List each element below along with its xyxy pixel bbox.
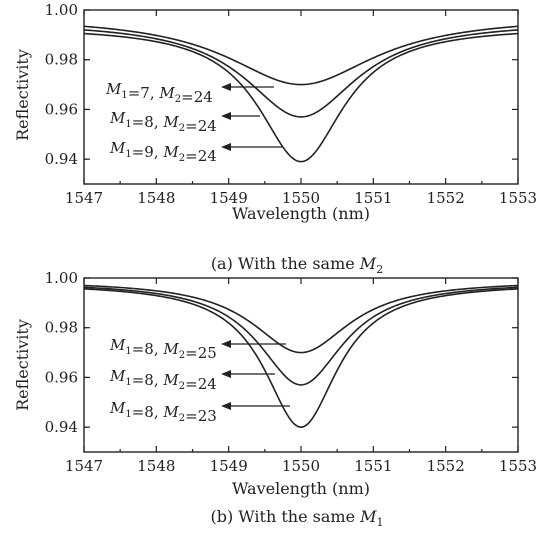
series-annotation-1: M1=8, M2=25 xyxy=(109,336,217,362)
y-tick-label: 1.00 xyxy=(45,269,78,287)
y-tick-label: 0.94 xyxy=(45,418,78,436)
series-line-1 xyxy=(84,284,518,354)
x-axis-label: Wavelength (nm) xyxy=(232,479,370,498)
series-line-2 xyxy=(84,286,518,386)
x-tick-label: 1553 xyxy=(499,457,537,475)
x-tick-label: 1553 xyxy=(499,189,537,207)
y-tick-label: 0.96 xyxy=(45,100,78,118)
series-annotation-1: M1=7, M2=24 xyxy=(105,80,213,106)
y-tick-label: 0.98 xyxy=(45,319,78,337)
panel-caption: (b) With the same M1 xyxy=(210,507,383,529)
annotation-arrowhead xyxy=(221,370,231,378)
annotation-arrowhead xyxy=(221,402,231,410)
x-tick-label: 1549 xyxy=(210,457,248,475)
chart-panel-1: 1547 1548 1549 1550 1551 1552 1553 0.94 0.96 0.98… xyxy=(13,1,537,276)
annotation-arrowhead xyxy=(221,83,231,91)
y-tick-label: 0.96 xyxy=(45,368,78,386)
x-tick-label: 1552 xyxy=(427,189,465,207)
y-tick-label: 0.98 xyxy=(45,51,78,69)
y-tick-label: 0.94 xyxy=(45,150,78,168)
series-line-3 xyxy=(84,288,518,428)
x-tick-label: 1548 xyxy=(137,457,175,475)
y-axis-label: Reflectivity xyxy=(13,49,32,141)
x-tick-label: 1548 xyxy=(137,189,175,207)
series-line-3 xyxy=(84,32,518,163)
series-annotation-2: M1=8, M2=24 xyxy=(109,109,217,135)
x-tick-label: 1551 xyxy=(354,457,392,475)
x-tick-label: 1551 xyxy=(354,189,392,207)
x-tick-label: 1552 xyxy=(427,457,465,475)
x-axis-label: Wavelength (nm) xyxy=(232,204,370,223)
annotation-arrowhead xyxy=(221,112,231,120)
plot-frame xyxy=(83,277,519,453)
x-tick-label: 1550 xyxy=(282,457,320,475)
series-annotation-3: M1=8, M2=23 xyxy=(109,399,217,425)
x-tick-label: 1547 xyxy=(65,189,103,207)
panel-caption: (a) With the same M2 xyxy=(211,254,383,276)
annotation-arrowhead xyxy=(221,143,231,151)
x-tick-label: 1547 xyxy=(65,457,103,475)
series-annotation-3: M1=9, M2=24 xyxy=(109,139,217,165)
annotation-arrowhead xyxy=(221,340,231,348)
series-line-2 xyxy=(84,29,518,118)
y-tick-label: 1.00 xyxy=(45,1,78,19)
chart-panel-2: 1547 1548 1549 1550 1551 1552 1553 0.94 0.96 0.98… xyxy=(13,269,537,529)
series-line-1 xyxy=(84,25,518,86)
series-annotation-2: M1=8, M2=24 xyxy=(109,367,217,393)
y-axis-label: Reflectivity xyxy=(13,319,32,411)
x-tick-label: 1550 xyxy=(282,189,320,207)
x-tick-label: 1549 xyxy=(210,189,248,207)
